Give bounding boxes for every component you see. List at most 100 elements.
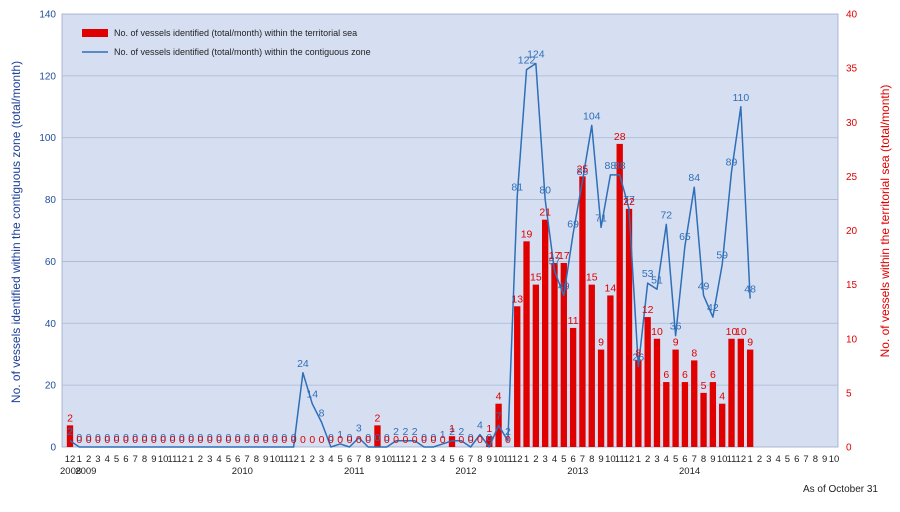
x-month-tick-label: 6 <box>794 454 799 465</box>
bar-data-label: 0 <box>468 434 474 446</box>
x-year-label: 2013 <box>567 466 588 477</box>
x-month-tick-label: 2 <box>198 454 203 465</box>
x-month-tick-label: 12 <box>65 454 76 465</box>
x-month-tick-label: 10 <box>158 454 169 465</box>
line-data-label: 1 <box>337 429 343 441</box>
line-data-label: 0 <box>76 432 82 444</box>
y-left-tick-label: 60 <box>45 257 57 268</box>
line-data-label: 0 <box>328 432 334 444</box>
line-data-label: 2 <box>458 426 464 438</box>
x-month-tick-label: 5 <box>561 454 566 465</box>
bar-data-label: 0 <box>505 434 511 446</box>
x-month-tick-label: 6 <box>347 454 352 465</box>
bar-data-label: 0 <box>365 434 371 446</box>
line-data-label: 14 <box>306 389 318 401</box>
bar-data-label: 15 <box>586 272 598 284</box>
bar-data-label: 0 <box>402 434 408 446</box>
x-month-tick-label: 8 <box>701 454 706 465</box>
line-data-label: 2 <box>402 426 408 438</box>
x-month-tick-label: 4 <box>440 454 445 465</box>
bar-data-label: 0 <box>281 434 287 446</box>
line-data-label: 2 <box>67 426 73 438</box>
line-data-label: 122 <box>518 55 536 67</box>
bar-data-label: 21 <box>539 207 551 219</box>
line-data-label: 53 <box>642 268 654 280</box>
x-month-tick-label: 2 <box>533 454 538 465</box>
x-month-tick-label: 10 <box>270 454 281 465</box>
bar <box>681 382 689 447</box>
x-month-tick-label: 4 <box>664 454 669 465</box>
bar-data-label: 6 <box>682 369 688 381</box>
bar <box>737 338 744 447</box>
x-month-tick-label: 6 <box>570 454 575 465</box>
x-month-tick-label: 2 <box>310 454 315 465</box>
bar <box>560 262 567 447</box>
line-data-label: 86 <box>577 166 589 178</box>
x-month-tick-label: 8 <box>589 454 594 465</box>
line-data-label: 0 <box>375 432 381 444</box>
y-right-tick-label: 25 <box>846 172 858 183</box>
bar-data-label: 0 <box>253 434 259 446</box>
bar-data-label: 12 <box>642 304 654 316</box>
line-data-label: 0 <box>198 432 204 444</box>
y-left-tick-label: 80 <box>45 195 57 206</box>
x-month-tick-label: 1 <box>300 454 305 465</box>
y-right-tick-label: 5 <box>846 388 852 399</box>
bar <box>579 176 586 447</box>
line-data-label: 4 <box>477 420 483 432</box>
bar <box>616 143 623 447</box>
x-month-tick-label: 6 <box>235 454 240 465</box>
bar-data-label: 0 <box>104 434 110 446</box>
bar <box>663 382 670 447</box>
bar-data-label: 10 <box>726 326 738 338</box>
line-data-label: 0 <box>291 432 297 444</box>
bar <box>719 403 726 447</box>
x-month-tick-label: 2 <box>86 454 91 465</box>
contiguous-zone-line <box>69 62 751 448</box>
x-month-tick-label: 7 <box>580 454 585 465</box>
x-year-label: 2011 <box>344 466 364 477</box>
line-data-label: 0 <box>151 432 157 444</box>
x-month-tick-label: 10 <box>381 454 392 465</box>
line-data-label: 69 <box>567 219 579 231</box>
line-data-label: 2 <box>505 426 511 438</box>
bar <box>709 382 717 447</box>
bar-data-label: 15 <box>530 272 542 284</box>
bar <box>691 360 698 447</box>
x-month-tick-label: 9 <box>375 454 380 465</box>
line-data-label: 7 <box>496 410 502 422</box>
x-month-tick-label: 8 <box>142 454 147 465</box>
x-month-tick-label: 7 <box>244 454 249 465</box>
bar <box>653 338 661 447</box>
bar-data-label: 0 <box>76 434 82 446</box>
line-data-label: 81 <box>511 181 523 193</box>
bar-data-label: 0 <box>95 434 101 446</box>
x-month-tick-label: 7 <box>356 454 361 465</box>
bar-data-label: 0 <box>384 434 390 446</box>
x-month-tick-label: 12 <box>736 454 747 465</box>
x-month-tick-label: 1 <box>412 454 417 465</box>
x-month-tick-label: 9 <box>487 454 492 465</box>
bar-data-label: 0 <box>319 434 325 446</box>
bar-data-label: 0 <box>198 434 204 446</box>
bar-data-label: 1 <box>449 423 455 435</box>
bar-data-label: 0 <box>216 434 222 446</box>
bar <box>746 349 754 447</box>
x-month-tick-label: 9 <box>151 454 156 465</box>
line-data-label: 2 <box>449 426 455 438</box>
line-data-label: 0 <box>486 432 492 444</box>
bar <box>607 295 614 447</box>
line-data-label: 0 <box>123 432 129 444</box>
y-left-tick-label: 120 <box>39 71 56 82</box>
bar-data-label: 13 <box>511 293 523 305</box>
line-data-label: 0 <box>225 432 231 444</box>
x-month-tick-label: 3 <box>543 454 548 465</box>
line-data-label: 49 <box>558 280 570 292</box>
line-data-label: 0 <box>421 432 427 444</box>
line-data-label: 0 <box>179 432 185 444</box>
bar-data-label: 1 <box>486 423 492 435</box>
bar-data-label: 14 <box>605 282 617 294</box>
line-data-label: 36 <box>670 321 682 333</box>
